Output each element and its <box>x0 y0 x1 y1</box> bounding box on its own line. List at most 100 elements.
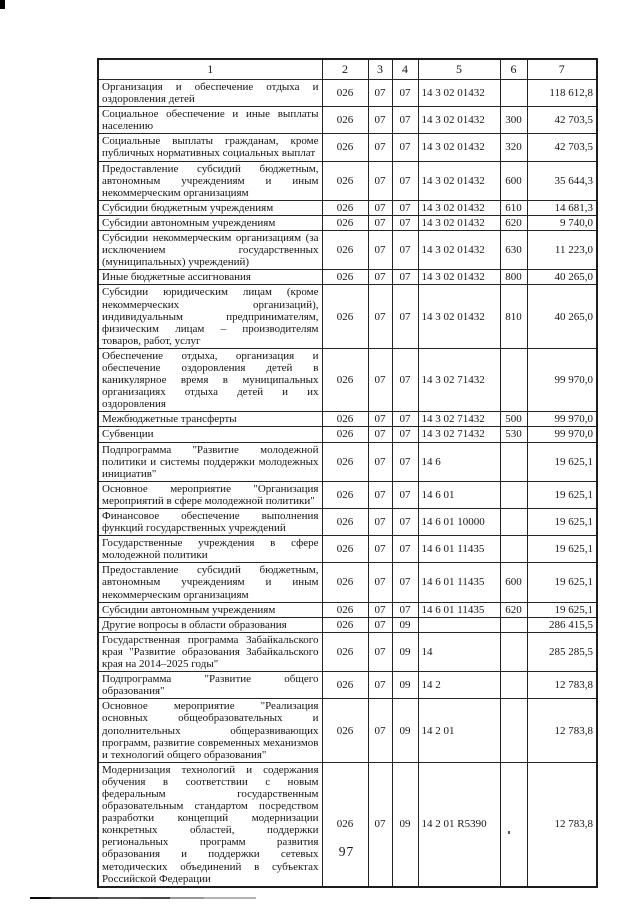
cell-subsection-code: 09 <box>391 761 419 888</box>
cell-subsection-code: 07 <box>391 601 419 618</box>
cell-target-article-code: 14 6 <box>417 441 501 482</box>
cell-grbs-code: 026 <box>321 601 369 618</box>
cell-subsection-code: 09 <box>391 671 419 700</box>
cell-expense-name: Модернизация технологий и содержания обу… <box>97 761 323 888</box>
cell-subsection-code: 07 <box>391 441 419 482</box>
cell-subsection-code: 07 <box>391 411 419 428</box>
column-header: 2 <box>321 58 369 80</box>
cell-expense-name: Субсидии некоммерческим организациям (за… <box>97 230 323 271</box>
table-row: Социальное обеспечение и иные выплаты на… <box>97 106 598 135</box>
cell-expense-name: Социальное обеспечение и иные выплаты на… <box>97 106 323 135</box>
cell-grbs-code: 026 <box>321 535 369 564</box>
cell-amount: 14 681,3 <box>526 199 598 216</box>
cell-target-article-code <box>417 616 501 633</box>
cell-expense-type-code: 600 <box>499 160 528 201</box>
table-row: Подпрограмма "Развитие общего образовани… <box>97 671 598 700</box>
page-number: 97 <box>338 844 355 859</box>
cell-grbs-code: 026 <box>321 347 369 413</box>
table-row: Модернизация технологий и содержания обу… <box>97 761 598 888</box>
cell-expense-type-code: 500 <box>499 411 528 428</box>
table-row: Основное мероприятие "Реализация основны… <box>97 698 598 763</box>
cell-expense-name: Предоставление субсидий бюджетным, автон… <box>97 562 323 603</box>
cell-subsection-code: 07 <box>391 426 419 443</box>
cell-target-article-code: 14 3 02 01432 <box>417 78 501 108</box>
table-row: Обеспечение отдыха, организация и обеспе… <box>97 347 598 413</box>
cell-target-article-code: 14 3 02 01432 <box>417 284 501 349</box>
cell-amount: 19 625,1 <box>526 601 598 618</box>
table-row: Финансовое обеспечение выполнения функци… <box>97 507 598 537</box>
cell-section-code: 07 <box>367 698 393 763</box>
cell-grbs-code: 026 <box>321 133 369 162</box>
cell-expense-type-code <box>499 535 528 564</box>
cell-target-article-code: 14 3 02 01432 <box>417 133 501 162</box>
cell-expense-name: Другие вопросы в области образования <box>97 616 323 633</box>
cell-target-article-code: 14 <box>417 631 501 673</box>
cell-target-article-code: 14 6 01 11435 <box>417 562 501 603</box>
table-row: Другие вопросы в области образования 026 0… <box>97 616 598 633</box>
cell-target-article-code: 14 2 <box>417 671 501 700</box>
cell-expense-type-code: 610 <box>499 199 528 216</box>
cell-subsection-code: 07 <box>391 269 419 286</box>
cell-section-code: 07 <box>367 616 393 633</box>
cell-expense-name: Субсидии автономным учреждениям <box>97 214 323 232</box>
cell-subsection-code: 07 <box>391 106 419 135</box>
cell-section-code: 07 <box>367 199 393 216</box>
cell-grbs-code: 026 <box>321 698 369 763</box>
cell-amount: 19 625,1 <box>526 535 598 564</box>
cell-grbs-code: 026 <box>321 616 369 633</box>
table-row: Субвенции 026 07 07 14 3 02 71432 530 99 970,0 <box>97 426 598 443</box>
cell-subsection-code: 09 <box>391 631 419 673</box>
cell-expense-name: Основное мероприятие "Организация меропр… <box>97 480 323 510</box>
cell-subsection-code: 07 <box>391 562 419 603</box>
cell-expense-type-code <box>499 480 528 510</box>
cell-target-article-code: 14 3 02 71432 <box>417 426 501 443</box>
cell-grbs-code: 026 <box>321 761 369 888</box>
table-row: Субсидии бюджетным учреждениям 026 07 07 14 … <box>97 199 598 216</box>
table-row: Основное мероприятие "Организация меропр… <box>97 480 598 510</box>
cell-grbs-code: 026 <box>321 230 369 271</box>
cell-expense-type-code: 300 <box>499 106 528 135</box>
cell-target-article-code: 14 3 02 71432 <box>417 347 501 413</box>
cell-expense-type-code: 600 <box>499 562 528 603</box>
cell-expense-type-code <box>499 761 528 888</box>
cell-target-article-code: 14 6 01 11435 <box>417 535 501 564</box>
cell-expense-name: Обеспечение отдыха, организация и обеспе… <box>97 347 323 413</box>
cell-subsection-code: 07 <box>391 480 419 510</box>
cell-grbs-code: 026 <box>321 199 369 216</box>
table-row: Организация и обеспечение отдыха и оздор… <box>97 78 598 108</box>
cell-amount: 9 740,0 <box>526 214 598 232</box>
cell-amount: 42 703,5 <box>526 133 598 162</box>
scan-artifact-corner <box>0 0 5 9</box>
cell-target-article-code: 14 3 02 01432 <box>417 199 501 216</box>
cell-grbs-code: 026 <box>321 411 369 428</box>
cell-target-article-code: 14 3 02 71432 <box>417 411 501 428</box>
cell-expense-name: Государственная программа Забайкальского… <box>97 631 323 673</box>
cell-section-code: 07 <box>367 562 393 603</box>
cell-section-code: 07 <box>367 347 393 413</box>
cell-subsection-code: 07 <box>391 284 419 349</box>
cell-grbs-code: 026 <box>321 426 369 443</box>
table-row: Межбюджетные трансферты 026 07 07 14 3 02 71… <box>97 411 598 428</box>
cell-amount: 12 783,8 <box>526 671 598 700</box>
cell-expense-type-code: 320 <box>499 133 528 162</box>
table-row: Подпрограмма "Развитие молодежной полити… <box>97 441 598 482</box>
cell-grbs-code: 026 <box>321 671 369 700</box>
cell-target-article-code: 14 6 01 11435 <box>417 601 501 618</box>
column-header: 3 <box>367 58 393 80</box>
cell-target-article-code: 14 3 02 01432 <box>417 230 501 271</box>
table-row: Иные бюджетные ассигнования 026 07 07 14 3 0… <box>97 269 598 286</box>
cell-grbs-code: 026 <box>321 106 369 135</box>
table-row: Социальные выплаты гражданам, кроме публ… <box>97 133 598 162</box>
cell-amount: 19 625,1 <box>526 562 598 603</box>
cell-grbs-code: 026 <box>321 160 369 201</box>
cell-expense-type-code: 530 <box>499 426 528 443</box>
cell-amount: 19 625,1 <box>526 480 598 510</box>
cell-expense-type-code <box>499 441 528 482</box>
cell-expense-name: Субсидии бюджетным учреждениям <box>97 199 323 216</box>
cell-amount: 35 644,3 <box>526 160 598 201</box>
cell-grbs-code: 026 <box>321 480 369 510</box>
cell-section-code: 07 <box>367 160 393 201</box>
cell-target-article-code: 14 3 02 01432 <box>417 214 501 232</box>
cell-expense-type-code: 810 <box>499 284 528 349</box>
